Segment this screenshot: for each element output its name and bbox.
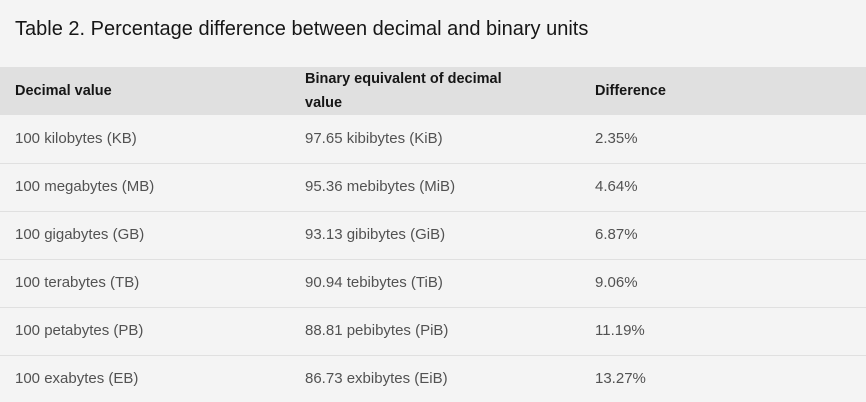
table-row: 100 gigabytes (GB) 93.13 gibibytes (GiB)… (0, 211, 866, 259)
cell-decimal-value: 100 kilobytes (KB) (15, 129, 137, 147)
cell-decimal-value: 100 petabytes (PB) (15, 322, 144, 339)
table-row: 100 petabytes (PB) 88.81 pebibytes (PiB)… (0, 307, 866, 355)
header-difference: Difference (595, 83, 666, 99)
cell-binary-equivalent: 97.65 kibibytes (KiB) (305, 129, 443, 147)
cell-difference: 11.19% (595, 322, 645, 339)
cell-binary-equivalent: 93.13 gibibytes (GiB) (305, 226, 446, 243)
cell-difference: 13.27% (595, 370, 646, 388)
table-caption: Table 2. Percentage difference between d… (15, 18, 589, 40)
header-decimal-value: Decimal value (15, 83, 112, 99)
table-row: 100 megabytes (MB) 95.36 mebibytes (MiB)… (0, 163, 866, 211)
table-body: 100 kilobytes (KB) 97.65 kibibytes (KiB)… (0, 115, 866, 402)
table-row: 100 terabytes (TB) 90.94 tebibytes (TiB)… (0, 259, 866, 307)
header-binary-equivalent: Binary equivalent of decimal value (305, 71, 502, 111)
cell-binary-equivalent: 90.94 tebibytes (TiB) (305, 274, 443, 291)
cell-decimal-value: 100 megabytes (MB) (15, 178, 155, 195)
cell-difference: 9.06% (595, 274, 638, 291)
cell-binary-equivalent: 88.81 pebibytes (PiB) (305, 322, 449, 339)
cell-binary-equivalent: 86.73 exbibytes (EiB) (305, 370, 448, 388)
table-header: Decimal value Binary equivalent of decim… (0, 67, 866, 115)
cell-binary-equivalent: 95.36 mebibytes (MiB) (305, 178, 456, 195)
cell-decimal-value: 100 exabytes (EB) (15, 370, 139, 388)
units-table: Decimal value Binary equivalent of decim… (0, 67, 866, 402)
table-row: 100 kilobytes (KB) 97.65 kibibytes (KiB)… (0, 115, 866, 163)
cell-difference: 6.87% (595, 226, 638, 243)
cell-decimal-value: 100 gigabytes (GB) (15, 226, 145, 243)
table-row: 100 exabytes (EB) 86.73 exbibytes (EiB) … (0, 355, 866, 402)
cell-difference: 4.64% (595, 178, 638, 195)
cell-difference: 2.35% (595, 129, 638, 147)
header-row: Decimal value Binary equivalent of decim… (0, 67, 866, 115)
cell-decimal-value: 100 terabytes (TB) (15, 274, 140, 291)
